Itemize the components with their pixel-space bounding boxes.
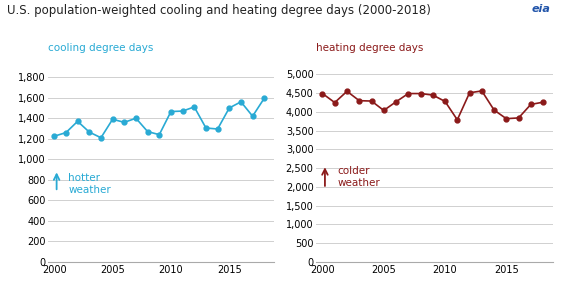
Text: U.S. population-weighted cooling and heating degree days (2000-2018): U.S. population-weighted cooling and hea… xyxy=(7,4,431,17)
Text: heating degree days: heating degree days xyxy=(316,43,424,53)
Text: cooling degree days: cooling degree days xyxy=(48,43,154,53)
Text: colder
weather: colder weather xyxy=(337,166,380,188)
Text: hotter
weather: hotter weather xyxy=(68,173,111,195)
Text: eia: eia xyxy=(531,4,550,14)
